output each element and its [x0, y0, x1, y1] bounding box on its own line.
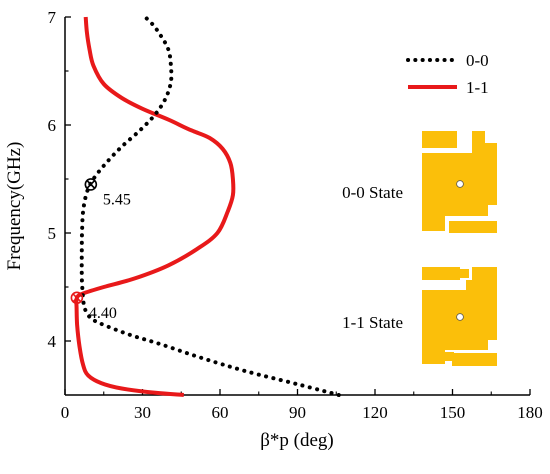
y-tick-label: 7 [48, 8, 57, 27]
marker-label: 4.40 [89, 305, 117, 322]
x-tick-label: 120 [362, 403, 388, 422]
marker-cross [72, 293, 82, 303]
y-tick-label: 5 [48, 224, 57, 243]
unit-cell-bottom-switch [445, 352, 454, 361]
inset-1-1-state: 1-1 State [342, 267, 497, 366]
x-tick-label: 150 [440, 403, 466, 422]
marker-label: 5.45 [103, 191, 131, 208]
x-tick-label: 0 [61, 403, 70, 422]
marker-layer: 5.45 4.40 [70, 178, 131, 322]
unit-cell-top-strip [422, 267, 460, 280]
unit-cell-top-switch [460, 269, 469, 278]
series-line-0-0 [79, 15, 341, 397]
unit-cell-bottom-strip [449, 221, 497, 233]
unit-cell-via [456, 313, 464, 321]
x-axis-label: β*p (deg) [260, 430, 334, 451]
y-tick-label: 4 [48, 332, 57, 351]
unit-cell-right-slot [485, 131, 497, 143]
unit-cell-top-strip [422, 131, 457, 148]
marker-1-1: 4.40 [70, 291, 117, 322]
legend: 0-0 1-1 [406, 51, 489, 97]
y-axis-label: Frequency(GHz) [4, 142, 25, 271]
marker-0-0: 5.45 [84, 178, 131, 208]
x-tick-label: 30 [134, 403, 151, 422]
marker-cross [86, 179, 96, 189]
x-tick-label: 60 [212, 403, 229, 422]
inset-label-0-0: 0-0 State [342, 183, 403, 202]
marker-circle [70, 291, 84, 305]
series-layer [74, 15, 341, 397]
y-tick-label: 6 [48, 116, 57, 135]
inset-0-0-state: 0-0 State [342, 131, 497, 233]
tick-labels: 0 30 60 90 120 150 180 4 5 6 7 [48, 8, 543, 422]
marker-circle [84, 178, 98, 191]
series-line-1-1 [74, 16, 236, 397]
x-tick-label: 180 [517, 403, 543, 422]
legend-label-1-1: 1-1 [466, 78, 489, 97]
inset-label-1-1: 1-1 State [342, 313, 403, 332]
legend-label-0-0: 0-0 [466, 51, 489, 70]
x-tick-label: 90 [289, 403, 306, 422]
unit-cell-bottom-strip [452, 353, 497, 366]
unit-cell-via [456, 180, 464, 188]
